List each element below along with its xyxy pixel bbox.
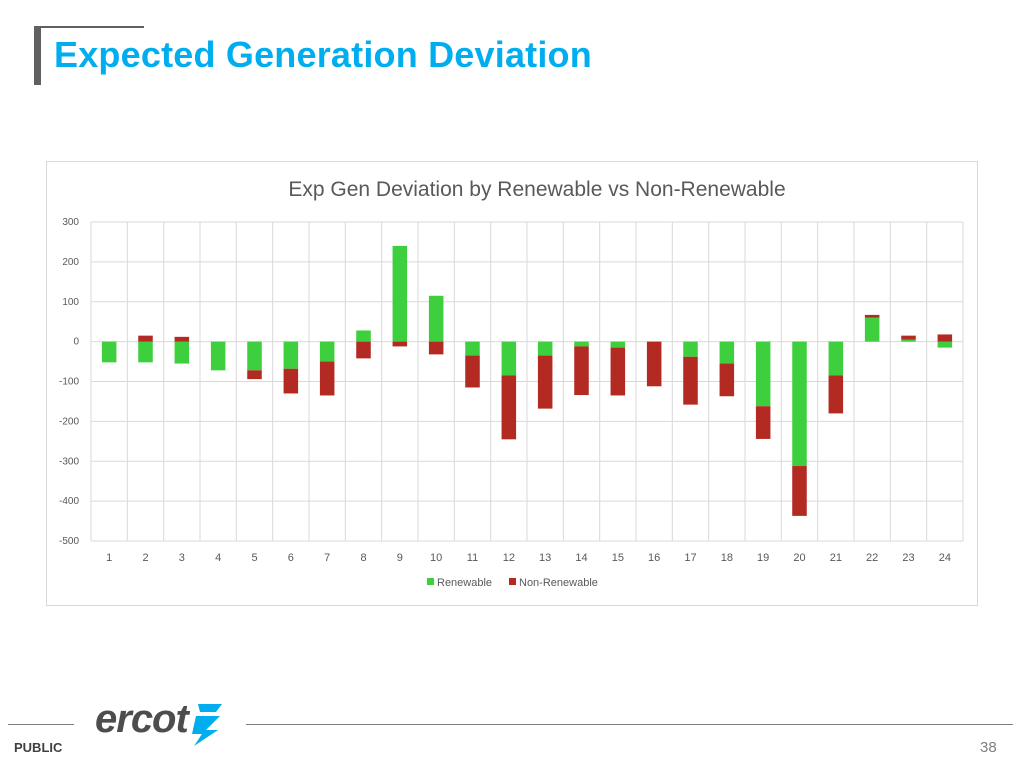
y-tick-label: 200: [62, 257, 79, 268]
x-tick-label: 8: [360, 552, 366, 564]
y-tick-label: -300: [59, 456, 79, 467]
bar-chart: Exp Gen Deviation by Renewable vs Non-Re…: [59, 178, 964, 589]
bar-non-renewable: [537, 355, 553, 409]
bar-non-renewable: [792, 466, 807, 516]
bar-renewable: [247, 341, 262, 371]
y-tick-label: 0: [73, 337, 79, 348]
x-tick-label: 11: [467, 552, 478, 564]
bar-renewable: [501, 341, 517, 376]
bar-non-renewable: [646, 341, 662, 387]
bar-renewable: [283, 341, 299, 369]
x-tick-label: 17: [684, 552, 696, 564]
bar-non-renewable: [501, 375, 517, 440]
x-tick-label: 10: [430, 552, 442, 564]
y-tick-label: 100: [62, 297, 79, 308]
bar-non-renewable: [392, 341, 408, 347]
legend-swatch-non-renewable: [509, 578, 516, 585]
bar-non-renewable: [356, 341, 371, 359]
bar-renewable: [392, 245, 408, 342]
bar-renewable: [792, 341, 807, 467]
bar-non-renewable: [610, 347, 626, 396]
bar-non-renewable: [864, 314, 880, 318]
x-tick-label: 6: [288, 552, 294, 564]
bar-non-renewable: [937, 334, 953, 342]
x-tick-label: 15: [612, 552, 624, 564]
x-tick-label: 2: [142, 552, 148, 564]
y-tick-label: -400: [59, 496, 79, 507]
x-tick-label: 22: [866, 552, 878, 564]
legend-swatch-renewable: [427, 578, 434, 585]
bar-non-renewable: [428, 341, 444, 355]
x-tick-label: 4: [215, 552, 221, 564]
bar-non-renewable: [319, 361, 335, 396]
bar-renewable: [428, 295, 444, 342]
x-tick-label: 18: [721, 552, 733, 564]
x-tick-label: 5: [251, 552, 257, 564]
x-tick-label: 16: [648, 552, 660, 564]
bar-non-renewable: [901, 335, 916, 340]
footer-public-label: PUBLIC: [14, 740, 63, 755]
bar-renewable: [901, 339, 916, 342]
ercot-logo: ercot: [95, 697, 189, 741]
bar-renewable: [574, 341, 589, 347]
bar-renewable: [937, 341, 953, 348]
x-tick-label: 21: [830, 552, 842, 564]
x-tick-label: 9: [397, 552, 403, 564]
bar-non-renewable: [683, 356, 698, 405]
chart-frame: Exp Gen Deviation by Renewable vs Non-Re…: [46, 161, 978, 606]
bar-renewable: [138, 341, 153, 363]
bar-non-renewable: [719, 363, 735, 397]
bar-renewable: [319, 341, 335, 362]
bar-renewable: [537, 341, 553, 356]
ercot-logo-bolt-icon: [192, 704, 222, 746]
x-tick-label: 24: [939, 552, 951, 564]
x-tick-label: 3: [179, 552, 185, 564]
y-tick-label: -200: [59, 416, 79, 427]
bar-non-renewable: [755, 406, 771, 439]
x-tick-label: 19: [757, 552, 769, 564]
y-tick-label: 300: [62, 217, 79, 228]
bar-renewable: [465, 341, 480, 356]
bar-non-renewable: [138, 335, 153, 342]
footer-divider-right: [246, 724, 1013, 725]
y-tick-label: -100: [59, 377, 79, 388]
x-tick-label: 20: [793, 552, 805, 564]
bar-renewable: [174, 341, 190, 364]
x-tick-label: 1: [106, 552, 112, 564]
bar-non-renewable: [465, 355, 480, 388]
bar-renewable: [864, 317, 880, 342]
title-accent-bar: [34, 26, 41, 85]
bar-renewable: [610, 341, 626, 348]
x-tick-label: 13: [539, 552, 551, 564]
x-tick-label: 14: [575, 552, 587, 564]
bar-non-renewable: [247, 370, 262, 380]
legend-label: Non-Renewable: [519, 577, 598, 589]
bar-non-renewable: [283, 368, 299, 394]
bar-non-renewable: [828, 375, 844, 414]
bar-renewable: [828, 341, 844, 376]
legend-label: Renewable: [437, 577, 492, 589]
x-tick-label: 12: [503, 552, 515, 564]
bar-non-renewable: [574, 346, 589, 396]
x-tick-label: 23: [902, 552, 914, 564]
page-number: 38: [980, 739, 997, 756]
title-accent-rule: [34, 26, 144, 28]
bar-renewable: [683, 341, 698, 357]
bar-non-renewable: [174, 336, 190, 342]
chart-title: Exp Gen Deviation by Renewable vs Non-Re…: [288, 178, 785, 201]
y-tick-label: -500: [59, 536, 79, 547]
footer-divider-left: [8, 724, 74, 725]
bar-renewable: [101, 341, 117, 363]
bar-renewable: [719, 341, 735, 364]
page-title: Expected Generation Deviation: [54, 34, 592, 75]
x-tick-label: 7: [324, 552, 330, 564]
bar-renewable: [755, 341, 771, 407]
bar-renewable: [356, 330, 371, 342]
bar-renewable: [210, 341, 226, 371]
